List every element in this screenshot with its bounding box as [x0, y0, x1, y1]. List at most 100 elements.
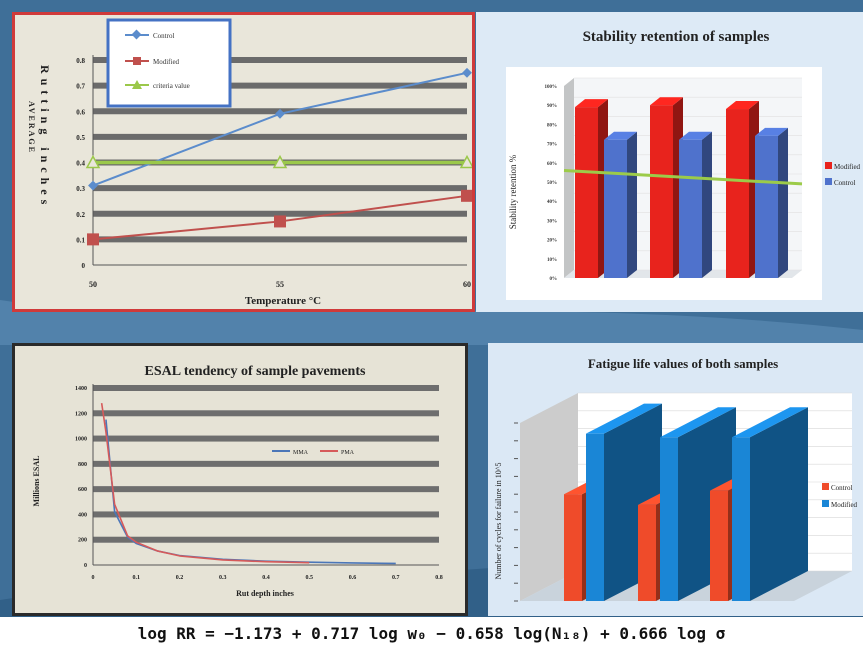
esal-x-tick: 0.1	[133, 575, 141, 581]
fatigue-chart: Fatigue life values of both samples Numb…	[494, 356, 858, 602]
esal-y-axis-label: Millions ESAL	[32, 456, 41, 507]
rutting-gridline	[93, 57, 467, 63]
stability-chart-panel: Stability retention of samples 0% 10% 20% 3…	[476, 12, 863, 312]
esal-x-tick: 0.4	[262, 575, 270, 581]
rutting-point	[461, 189, 472, 202]
rutting-point	[85, 154, 101, 169]
rutting-chart-panel: 0 0.1 0.2 0.3 0.4 0.5 0.6 0.7 0.8 50 55 60 Tempera…	[12, 12, 475, 312]
rutting-legend-criteria: criteria value	[153, 82, 190, 90]
fatigue-legend-control: Control	[831, 484, 852, 492]
stability-reference-line	[563, 168, 803, 186]
stability-y-tick: 20%	[547, 239, 557, 244]
rutting-legend-modified: Modified	[153, 58, 180, 66]
esal-legend: MMA PMA	[272, 450, 355, 456]
fatigue-legend: Control Modified	[822, 483, 858, 509]
esal-gridline	[93, 385, 439, 391]
rutting-x-tick: 50	[89, 280, 97, 289]
esal-y-tick: 0	[84, 563, 87, 569]
stability-y-tick: 80%	[547, 123, 557, 128]
esal-chart: ESAL tendency of sample pavements 0 200 40…	[32, 364, 443, 598]
rutting-y-tick: 0.6	[76, 108, 85, 116]
rutting-y-tick: 0	[82, 262, 86, 270]
fatigue-bar	[732, 407, 808, 601]
stability-side-wall	[564, 78, 574, 278]
rutting-y-tick: 0.1	[76, 236, 85, 244]
stability-y-tick: 90%	[547, 104, 557, 109]
stability-y-tick: 60%	[547, 162, 557, 167]
stability-y-tick: 10%	[547, 258, 557, 263]
rutting-y-tick: 0.8	[76, 57, 85, 65]
rutting-point	[88, 180, 98, 191]
esal-gridline	[93, 486, 439, 493]
esal-x-tick: 0.5	[306, 575, 314, 581]
stability-y-tick: 40%	[547, 200, 557, 205]
equation-strip: log RR = −1.173 + 0.717 log w₀ − 0.658 l…	[0, 617, 863, 650]
esal-y-tick: 1400	[75, 386, 87, 392]
stability-y-tick: 30%	[547, 219, 557, 224]
esal-legend-pma: PMA	[341, 450, 355, 456]
stability-bar	[726, 101, 759, 278]
rutting-gridline	[93, 133, 467, 140]
rutting-point	[272, 154, 288, 169]
rutting-gridline	[93, 210, 467, 217]
esal-y-tick: 400	[78, 512, 87, 518]
rutting-y-tick: 0.3	[76, 185, 85, 193]
stability-y-tick: 0%	[550, 277, 558, 282]
esal-x-tick: 0.8	[435, 575, 443, 581]
stability-y-tick: 100%	[545, 85, 558, 90]
fatigue-chart-panel: Fatigue life values of both samples Numb…	[488, 343, 863, 616]
stability-legend-modified: Modified	[834, 163, 861, 171]
rutting-gridline	[93, 185, 467, 192]
esal-gridline	[93, 460, 439, 467]
stability-y-tick: 50%	[547, 181, 557, 186]
esal-gridline	[93, 410, 439, 417]
esal-y-tick: 800	[78, 462, 87, 468]
equation-text: log RR = −1.173 + 0.717 log w₀ − 0.658 l…	[137, 624, 726, 643]
esal-y-tick: 1200	[75, 411, 87, 417]
stability-y-axis-label: Stability retention %	[508, 154, 518, 229]
rutting-gridline	[93, 236, 467, 243]
fatigue-title: Fatigue life values of both samples	[588, 356, 778, 371]
rutting-x-tick: 55	[276, 280, 284, 289]
stability-legend: Modified Control	[825, 162, 861, 187]
fatigue-side-wall	[520, 393, 578, 601]
esal-legend-mma: MMA	[293, 450, 309, 456]
rutting-y-axis-prefix: AVERAGE	[27, 101, 36, 154]
stability-y-tick: 70%	[547, 143, 557, 148]
rutting-legend-control: Control	[153, 32, 174, 40]
stability-title: Stability retention of samples	[583, 29, 770, 45]
esal-gridline	[93, 536, 439, 543]
esal-x-tick: 0.6	[349, 575, 357, 581]
stability-bar	[755, 127, 788, 278]
esal-y-tick: 200	[78, 538, 87, 544]
rutting-chart: 0 0.1 0.2 0.3 0.4 0.5 0.6 0.7 0.8 50 55 60 Tempera…	[27, 18, 472, 307]
rutting-y-tick: 0.4	[76, 160, 85, 168]
esal-x-tick: 0	[92, 575, 95, 581]
rutting-point	[462, 67, 472, 78]
esal-x-tick: 0.3	[219, 575, 227, 581]
stability-chart: Stability retention of samples 0% 10% 20% 3…	[506, 29, 861, 300]
esal-x-tick: 0.7	[392, 575, 400, 581]
esal-y-tick: 1000	[75, 437, 87, 443]
esal-y-tick: 600	[78, 487, 87, 493]
rutting-y-tick: 0.7	[76, 83, 85, 91]
stability-bar	[650, 97, 683, 278]
rutting-legend: Control Modified criteria value	[106, 18, 232, 108]
esal-gridline	[93, 435, 439, 442]
esal-series-line	[100, 403, 310, 564]
rutting-x-axis-label: Temperature °C	[245, 295, 321, 307]
rutting-point	[274, 215, 286, 228]
rutting-point	[87, 233, 99, 246]
esal-gridline	[93, 511, 439, 518]
fatigue-legend-modified: Modified	[831, 501, 858, 509]
esal-x-axis-label: Rut depth inches	[236, 589, 294, 598]
esal-x-tick: 0.2	[176, 575, 184, 581]
rutting-gridline	[93, 82, 467, 89]
stability-bar	[679, 131, 712, 278]
esal-chart-panel: ESAL tendency of sample pavements 0 200 40…	[12, 343, 468, 616]
fatigue-y-axis-label: Number of cycles for failure in 10^5	[494, 462, 503, 579]
rutting-y-axis-label: Rutting inches	[38, 65, 52, 209]
esal-title: ESAL tendency of sample pavements	[145, 364, 366, 379]
stability-bar	[575, 99, 608, 279]
rutting-y-tick: 0.2	[76, 211, 85, 219]
